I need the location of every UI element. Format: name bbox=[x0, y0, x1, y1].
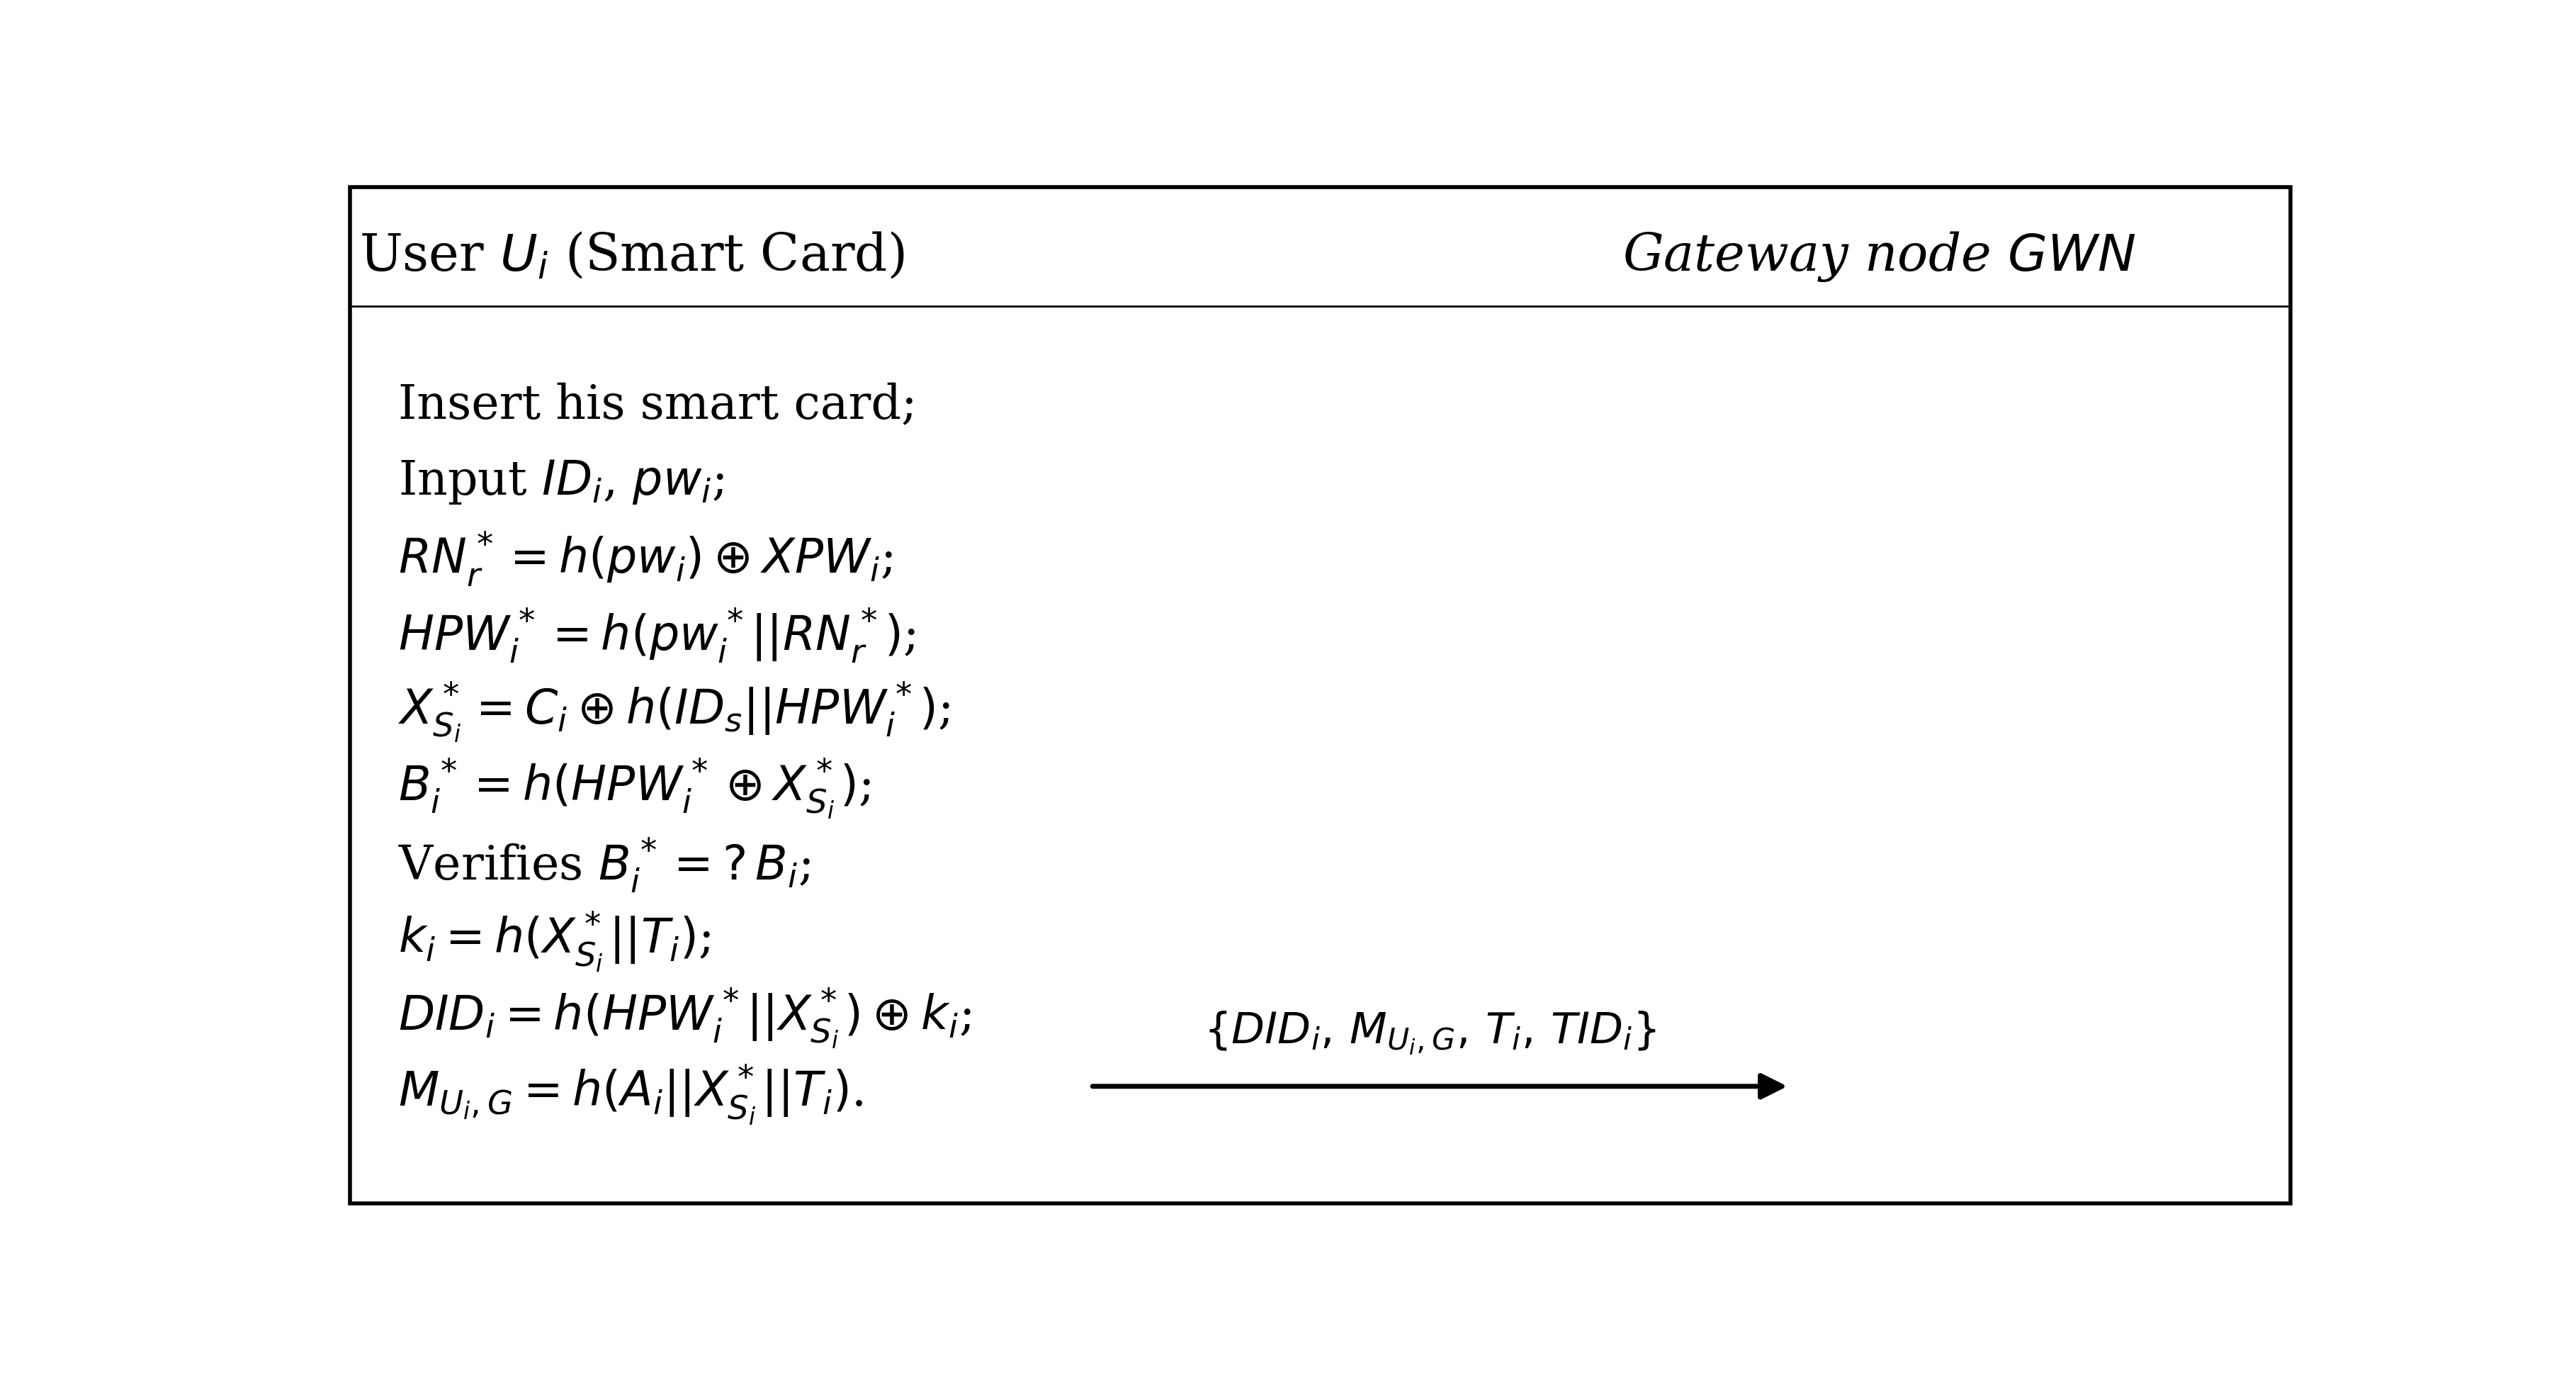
Text: Gateway node $GWN$: Gateway node $GWN$ bbox=[1623, 229, 2136, 283]
Text: $\{DID_i,\, M_{U_i,G},\, T_i,\, TID_i\}$: $\{DID_i,\, M_{U_i,G},\, T_i,\, TID_i\}$ bbox=[1203, 1009, 1656, 1057]
Text: Input $ID_i$, $pw_i$;: Input $ID_i$, $pw_i$; bbox=[397, 457, 724, 506]
Text: Insert his smart card;: Insert his smart card; bbox=[397, 383, 917, 428]
Text: $X_{S_i}^* = C_i \oplus h(ID_s||HPW_i^*)$;: $X_{S_i}^* = C_i \oplus h(ID_s||HPW_i^*)… bbox=[397, 680, 951, 744]
Text: $B_i^* = h(HPW_i^* \oplus X_{S_i}^*)$;: $B_i^* = h(HPW_i^* \oplus X_{S_i}^*)$; bbox=[397, 756, 871, 821]
Text: $HPW_i^* = h(pw_i^*||RN_r^*)$;: $HPW_i^* = h(pw_i^*||RN_r^*)$; bbox=[397, 605, 914, 665]
Text: Verifies $B_i^* =?\, B_i$;: Verifies $B_i^* =?\, B_i$; bbox=[397, 835, 811, 894]
Text: $k_i = h(X_{S_i}^*||T_i)$;: $k_i = h(X_{S_i}^*||T_i)$; bbox=[397, 909, 711, 974]
Text: $RN_r^* = h(pw_i) \oplus XPW_i$;: $RN_r^* = h(pw_i) \oplus XPW_i$; bbox=[397, 529, 891, 589]
Text: $DID_i = h(HPW_i^*||X_{S_i}^*) \oplus k_i$;: $DID_i = h(HPW_i^*||X_{S_i}^*) \oplus k_… bbox=[397, 985, 971, 1050]
Text: User $U_i$ (Smart Card): User $U_i$ (Smart Card) bbox=[358, 231, 904, 282]
Text: $M_{U_i,G} = h(A_i||X_{S_i}^*||T_i)$.: $M_{U_i,G} = h(A_i||X_{S_i}^*||T_i)$. bbox=[397, 1063, 863, 1128]
